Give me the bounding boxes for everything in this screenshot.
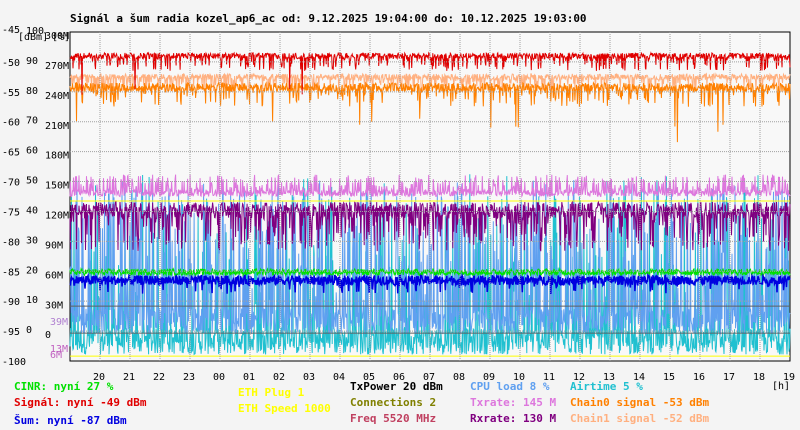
y-tick-rate: 60M <box>45 270 63 281</box>
series-signal-line <box>69 51 791 95</box>
y-tick-rate-extra: 39M <box>50 317 68 328</box>
y-tick-rate: 30M <box>45 300 63 311</box>
y-tick-rate-extra: 13M <box>50 344 68 355</box>
x-tick: 23 <box>183 372 195 383</box>
x-tick: 02 <box>273 372 285 383</box>
y-tick-dbm: -75 <box>2 207 20 218</box>
y-tick-dbm: -45 <box>2 25 20 36</box>
legend-connections: Connections 2 <box>350 396 437 409</box>
y-tick-dbm: -55 <box>2 88 20 99</box>
y-tick-rate: 180M <box>45 151 69 162</box>
x-tick: 08 <box>453 372 465 383</box>
y-tick-rate: 300M <box>45 31 69 42</box>
x-tick: 04 <box>333 372 345 383</box>
y-tick-rate: 90M <box>45 240 63 251</box>
y-tick-pct: 80 <box>26 86 38 97</box>
y-tick-dbm: -100 <box>2 357 26 368</box>
y-tick-pct: 100 <box>26 26 44 37</box>
y-tick-rate: 120M <box>45 211 69 222</box>
y-tick-rate: 0 <box>45 330 51 341</box>
x-tick: 03 <box>303 372 315 383</box>
y-label-dbm: [dBm] <box>18 32 48 43</box>
legend-txpower: TxPower 20 dBm <box>350 380 443 393</box>
x-tick: 01 <box>243 372 255 383</box>
y-tick-rate: 150M <box>45 181 69 192</box>
y-tick-rate: 270M <box>45 61 69 72</box>
legend-eth-plug: ETH Plug 1 <box>238 386 305 399</box>
x-tick: 19 <box>783 372 795 383</box>
legend-freq: Freq 5520 MHz <box>350 412 437 425</box>
x-tick: 21 <box>123 372 135 383</box>
x-tick: 11 <box>543 372 555 383</box>
legend-eth-speed: ETH Speed 1000 <box>238 402 331 415</box>
x-label: [h] <box>772 381 790 392</box>
y-tick-dbm: -80 <box>2 237 20 248</box>
legend-airtime: Airtime 5 % <box>570 380 643 393</box>
x-tick: 14 <box>633 372 645 383</box>
legend-signal: Signál: nyní -49 dBm <box>14 396 147 409</box>
y-label-pct: [%] <box>52 32 70 43</box>
x-tick: 00 <box>213 372 225 383</box>
legend-cinr: CINR: nyní 27 % <box>14 380 114 393</box>
x-tick: 05 <box>363 372 375 383</box>
x-tick: 12 <box>573 372 585 383</box>
y-tick-rate: 240M <box>45 91 69 102</box>
y-tick-dbm: -60 <box>2 118 20 129</box>
x-tick: 13 <box>603 372 615 383</box>
x-tick: 16 <box>693 372 705 383</box>
y-tick-pct: 50 <box>26 176 38 187</box>
y-tick-pct: 70 <box>26 116 38 127</box>
x-tick: 15 <box>663 372 675 383</box>
y-tick-dbm: -70 <box>2 178 20 189</box>
y-tick-pct: 60 <box>26 146 38 157</box>
x-tick: 17 <box>723 372 735 383</box>
y-tick-dbm: -85 <box>2 267 20 278</box>
y-tick-pct: 10 <box>26 295 38 306</box>
chart-title: Signál a šum radia kozel_ap6_ac od: 9.12… <box>70 12 587 25</box>
y-tick-dbm: -65 <box>2 148 20 159</box>
legend-txrate: Txrate: 145 M <box>470 396 557 409</box>
y-tick-pct: 20 <box>26 265 38 276</box>
y-tick-rate-extra: 6M <box>50 350 62 361</box>
y-tick-pct: 0 <box>26 325 32 336</box>
legend-noise: Šum: nyní -87 dBm <box>14 414 127 427</box>
legend-rxrate: Rxrate: 130 M <box>470 412 557 425</box>
y-tick-dbm: -50 <box>2 58 20 69</box>
y-tick-rate: 210M <box>45 121 69 132</box>
x-tick: 20 <box>93 372 105 383</box>
x-tick: 07 <box>423 372 435 383</box>
x-tick: 22 <box>153 372 165 383</box>
y-tick-pct: 30 <box>26 235 38 246</box>
x-tick: 10 <box>513 372 525 383</box>
x-tick: 18 <box>753 372 765 383</box>
y-tick-pct: 90 <box>26 56 38 67</box>
legend-cpu: CPU load 8 % <box>470 380 550 393</box>
legend-chain1: Chain1 signal -52 dBm <box>570 412 710 425</box>
x-tick: 09 <box>483 372 495 383</box>
y-tick-dbm: -95 <box>2 327 20 338</box>
legend-chain0: Chain0 signal -53 dBm <box>570 396 710 409</box>
y-tick-dbm: -90 <box>2 297 20 308</box>
x-tick: 06 <box>393 372 405 383</box>
y-tick-pct: 40 <box>26 205 38 216</box>
